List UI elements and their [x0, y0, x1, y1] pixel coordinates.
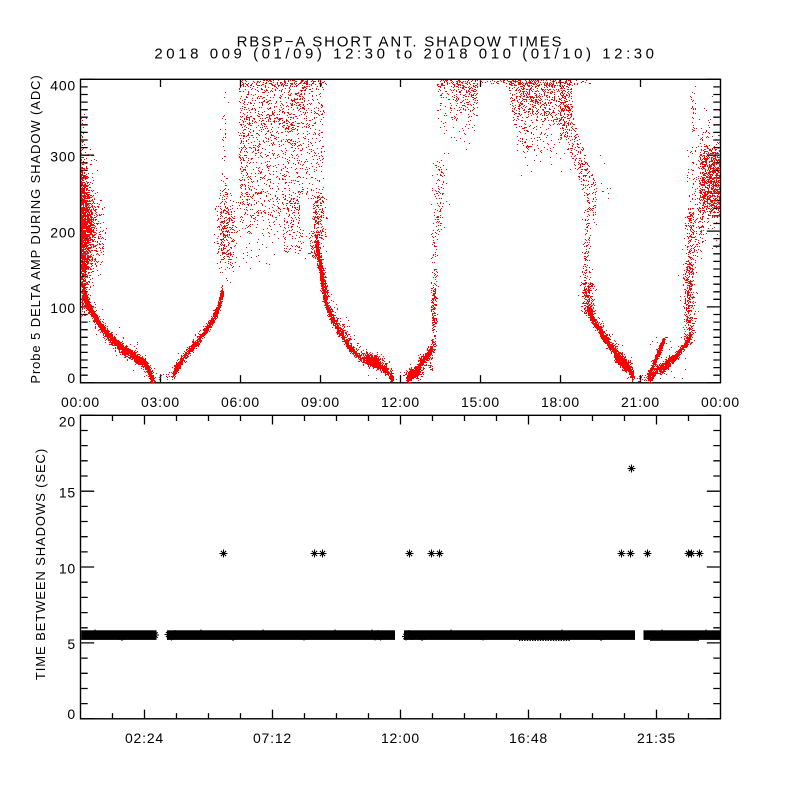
svg-text:20: 20 [59, 413, 76, 429]
svg-text:03:00: 03:00 [141, 394, 180, 410]
svg-text:300: 300 [50, 148, 76, 164]
svg-text:06:00: 06:00 [221, 394, 260, 410]
svg-text:12:00: 12:00 [381, 730, 420, 746]
svg-text:400: 400 [50, 77, 76, 93]
svg-text:0: 0 [67, 706, 76, 722]
svg-text:07:12: 07:12 [253, 730, 292, 746]
svg-text:00:00: 00:00 [701, 394, 740, 410]
svg-text:09:00: 09:00 [301, 394, 340, 410]
svg-text:15: 15 [59, 484, 76, 500]
svg-text:5: 5 [67, 636, 76, 652]
svg-text:00:00: 00:00 [61, 394, 100, 410]
svg-text:Probe 5 DELTA AMP DURING SHADO: Probe 5 DELTA AMP DURING SHADOW (ADC) [28, 74, 43, 383]
svg-text:18:00: 18:00 [541, 394, 580, 410]
svg-text:200: 200 [50, 224, 76, 240]
svg-text:0: 0 [67, 370, 76, 386]
svg-text:RBSP−A SHORT ANT. SHADOW TIMES: RBSP−A SHORT ANT. SHADOW TIMES [237, 34, 564, 51]
svg-text:16:48: 16:48 [509, 730, 548, 746]
svg-text:21:00: 21:00 [621, 394, 660, 410]
svg-text:2018 009 (01/09) 12:30 to 2018: 2018 009 (01/09) 12:30 to 2018 010 (01/1… [154, 46, 657, 63]
svg-text:15:00: 15:00 [461, 394, 500, 410]
svg-text:10: 10 [59, 560, 76, 576]
svg-text:TIME BETWEEN SHADOWS (SEC): TIME BETWEEN SHADOWS (SEC) [33, 448, 48, 680]
svg-text:21:35: 21:35 [637, 730, 676, 746]
svg-text:100: 100 [50, 300, 76, 316]
svg-text:12:00: 12:00 [381, 394, 420, 410]
svg-text:02:24: 02:24 [125, 730, 164, 746]
